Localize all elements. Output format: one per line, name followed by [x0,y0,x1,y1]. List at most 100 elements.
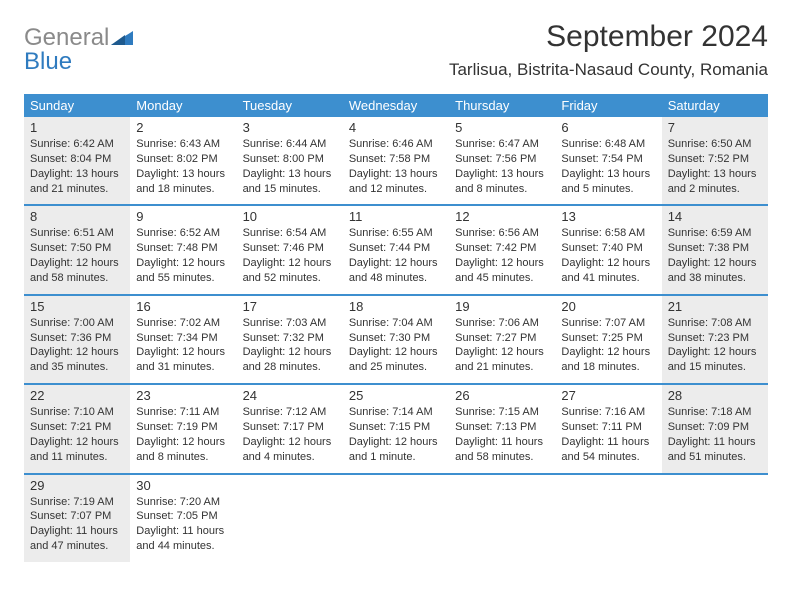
day-number: 22 [30,388,124,403]
day-day2: and 28 minutes. [243,360,337,375]
day-sunset: Sunset: 7:42 PM [455,241,549,256]
day-day1: Daylight: 12 hours [349,345,443,360]
calendar-cell [662,475,768,562]
day-header: Saturday [662,94,768,117]
day-day2: and 8 minutes. [136,450,230,465]
calendar-cell: 20Sunrise: 7:07 AMSunset: 7:25 PMDayligh… [555,296,661,383]
calendar-cell: 6Sunrise: 6:48 AMSunset: 7:54 PMDaylight… [555,117,661,204]
day-day2: and 18 minutes. [561,360,655,375]
calendar-cell [449,475,555,562]
day-day2: and 58 minutes. [455,450,549,465]
calendar-cell: 18Sunrise: 7:04 AMSunset: 7:30 PMDayligh… [343,296,449,383]
day-number: 20 [561,299,655,314]
calendar-row: 8Sunrise: 6:51 AMSunset: 7:50 PMDaylight… [24,206,768,295]
day-sunrise: Sunrise: 7:11 AM [136,405,230,420]
day-number: 7 [668,120,762,135]
day-number: 4 [349,120,443,135]
day-day1: Daylight: 11 hours [136,524,230,539]
day-number: 23 [136,388,230,403]
day-sunset: Sunset: 7:58 PM [349,152,443,167]
calendar-row: 29Sunrise: 7:19 AMSunset: 7:07 PMDayligh… [24,475,768,562]
calendar-cell: 7Sunrise: 6:50 AMSunset: 7:52 PMDaylight… [662,117,768,204]
day-sunset: Sunset: 7:19 PM [136,420,230,435]
day-day1: Daylight: 13 hours [30,167,124,182]
calendar-cell: 25 Sunrise: 7:14 AMSunset: 7:15 PMDayligh… [343,385,449,472]
day-day2: and 52 minutes. [243,271,337,286]
day-sunrise: Sunrise: 7:18 AM [668,405,762,420]
day-sunset: Sunset: 7:15 PM [349,420,443,435]
day-number: 14 [668,209,762,224]
day-day1: Daylight: 12 hours [668,345,762,360]
day-sunset: Sunset: 7:09 PM [668,420,762,435]
day-number: 16 [136,299,230,314]
day-day2: and 51 minutes. [668,450,762,465]
day-number: 18 [349,299,443,314]
day-sunrise: Sunrise: 7:10 AM [30,405,124,420]
day-day1: Daylight: 12 hours [349,256,443,271]
day-sunrise: Sunrise: 6:59 AM [668,226,762,241]
day-sunrise: Sunrise: 6:56 AM [455,226,549,241]
day-day2: and 35 minutes. [30,360,124,375]
day-day1: Daylight: 11 hours [30,524,124,539]
brand-text: General Blue [24,26,133,74]
day-sunset: Sunset: 7:54 PM [561,152,655,167]
calendar-cell: 8Sunrise: 6:51 AMSunset: 7:50 PMDaylight… [24,206,130,293]
day-day1: Daylight: 12 hours [455,345,549,360]
calendar-cell: 29Sunrise: 7:19 AMSunset: 7:07 PMDayligh… [24,475,130,562]
day-sunset: Sunset: 7:05 PM [136,509,230,524]
day-day2: and 2 minutes. [668,182,762,197]
day-day2: and 31 minutes. [136,360,230,375]
calendar-cell: 1Sunrise: 6:42 AMSunset: 8:04 PMDaylight… [24,117,130,204]
calendar-cell: 26Sunrise: 7:15 AMSunset: 7:13 PMDayligh… [449,385,555,472]
day-day2: and 11 minutes. [30,450,124,465]
day-sunset: Sunset: 8:02 PM [136,152,230,167]
day-day1: Daylight: 12 hours [668,256,762,271]
day-day1: Daylight: 11 hours [561,435,655,450]
day-sunset: Sunset: 7:13 PM [455,420,549,435]
calendar-cell: 24Sunrise: 7:12 AMSunset: 7:17 PMDayligh… [237,385,343,472]
day-day1: Daylight: 12 hours [136,256,230,271]
day-sunrise: Sunrise: 7:14 AM [349,405,443,420]
calendar-cell: 9Sunrise: 6:52 AMSunset: 7:48 PMDaylight… [130,206,236,293]
day-sunset: Sunset: 7:52 PM [668,152,762,167]
day-number: 26 [455,388,549,403]
day-number: 15 [30,299,124,314]
calendar-cell: 19Sunrise: 7:06 AMSunset: 7:27 PMDayligh… [449,296,555,383]
day-number: 2 [136,120,230,135]
calendar-row: 1Sunrise: 6:42 AMSunset: 8:04 PMDaylight… [24,117,768,206]
calendar-cell: 16Sunrise: 7:02 AMSunset: 7:34 PMDayligh… [130,296,236,383]
day-number: 25 [349,388,443,403]
calendar-cell: 22Sunrise: 7:10 AMSunset: 7:21 PMDayligh… [24,385,130,472]
day-day2: and 15 minutes. [243,182,337,197]
triangle-icon [111,26,133,50]
day-sunset: Sunset: 7:36 PM [30,331,124,346]
brand-word2: Blue [24,48,72,75]
day-sunrise: Sunrise: 6:52 AM [136,226,230,241]
day-sunrise: Sunrise: 6:42 AM [30,137,124,152]
day-day2: and 54 minutes. [561,450,655,465]
day-sunrise: Sunrise: 6:46 AM [349,137,443,152]
day-day2: and 21 minutes. [455,360,549,375]
location-text: Tarlisua, Bistrita-Nasaud County, Romani… [449,60,768,80]
day-day2: and 21 minutes. [30,182,124,197]
day-header: Wednesday [343,94,449,117]
day-day1: Daylight: 13 hours [561,167,655,182]
day-day2: and 8 minutes. [455,182,549,197]
day-day2: and 12 minutes. [349,182,443,197]
day-sunrise: Sunrise: 7:15 AM [455,405,549,420]
day-day1: Daylight: 12 hours [243,256,337,271]
title-block: September 2024 Tarlisua, Bistrita-Nasaud… [449,20,768,88]
calendar-cell: 13Sunrise: 6:58 AMSunset: 7:40 PMDayligh… [555,206,661,293]
day-sunrise: Sunrise: 7:03 AM [243,316,337,331]
day-sunset: Sunset: 7:25 PM [561,331,655,346]
day-sunset: Sunset: 7:40 PM [561,241,655,256]
day-sunrise: Sunrise: 6:48 AM [561,137,655,152]
day-sunrise: Sunrise: 7:00 AM [30,316,124,331]
day-day1: Daylight: 12 hours [349,435,443,450]
day-sunrise: Sunrise: 7:12 AM [243,405,337,420]
day-header: Monday [130,94,236,117]
calendar-cell: 11Sunrise: 6:55 AMSunset: 7:44 PMDayligh… [343,206,449,293]
day-day1: Daylight: 12 hours [30,256,124,271]
day-sunrise: Sunrise: 7:20 AM [136,495,230,510]
day-sunset: Sunset: 7:27 PM [455,331,549,346]
